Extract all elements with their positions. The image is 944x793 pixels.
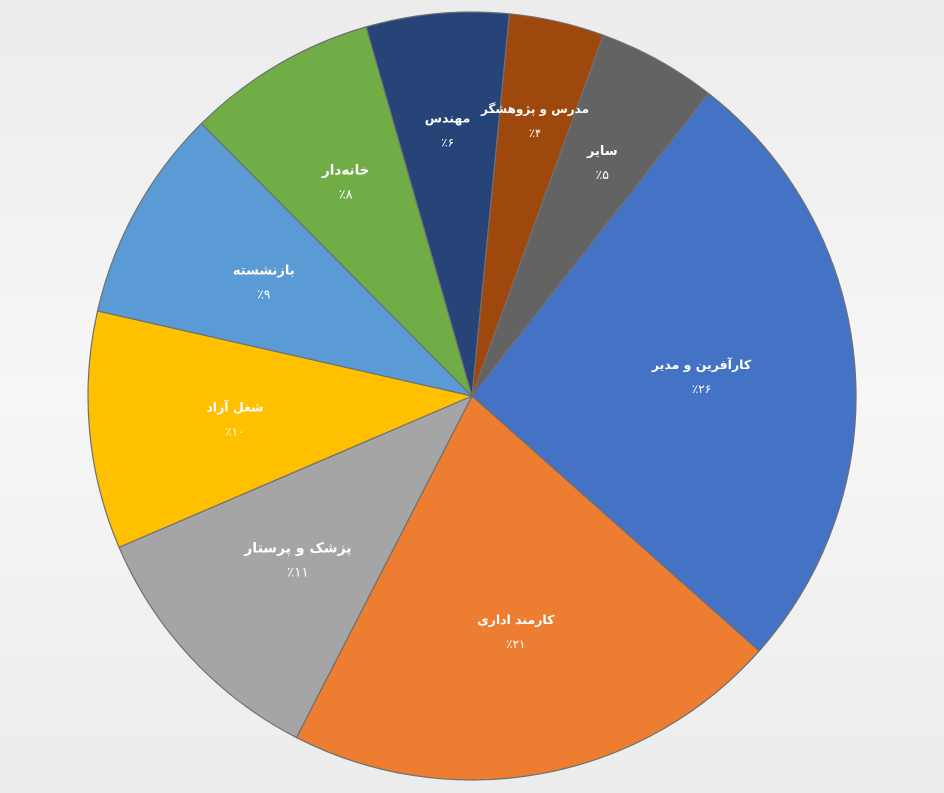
slice-label-6: خانه‌دار <box>321 163 369 179</box>
slice-value-9: ٪۵ <box>596 167 610 182</box>
slice-value-8: ٪۴ <box>529 126 541 140</box>
slice-label-4: شغل آزاد <box>206 400 263 415</box>
pie-slice-9 <box>471 34 710 397</box>
labels-layer: کارآفرین و مدیر ٪۲۶ کارمند اداری ٪۲۱ پزشک و … <box>206 102 751 651</box>
slice-value-6: ٪۸ <box>339 188 353 203</box>
slice-value-4: ٪۱۰ <box>225 425 244 439</box>
pie-slice-6 <box>200 26 473 397</box>
slice-label-1: کارآفرین و مدیر <box>651 357 752 372</box>
pie-slice-2 <box>295 395 760 781</box>
slice-label-9: سایر <box>586 144 618 159</box>
pie-slice-5 <box>96 122 473 397</box>
slice-value-1: ٪۲۶ <box>692 382 711 396</box>
slice-value-5: ٪۹ <box>257 287 271 302</box>
slices-layer <box>87 11 857 781</box>
pie-slice-7 <box>365 11 511 397</box>
slice-label-7: مهندس <box>425 110 471 125</box>
pie-slice-1 <box>471 92 857 652</box>
slice-label-3: پزشک و پرستار <box>243 540 351 556</box>
slice-value-2: ٪۲۱ <box>506 637 525 651</box>
slice-value-3: ٪۱۱ <box>287 564 309 580</box>
pie-slice-3 <box>118 395 473 739</box>
slice-label-8: مدرس و پژوهشگر <box>480 102 589 117</box>
slice-label-5: بازنشسته <box>233 264 295 279</box>
pie-slice-4 <box>87 310 473 548</box>
slice-value-7: ٪۶ <box>441 135 454 149</box>
slice-label-2: کارمند اداری <box>477 612 555 627</box>
